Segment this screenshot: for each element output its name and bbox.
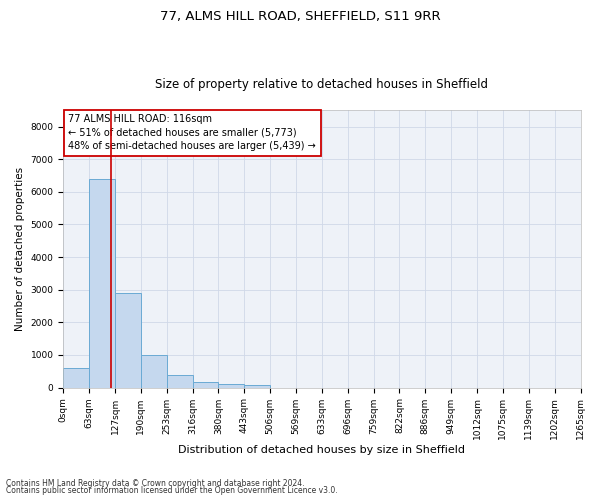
Text: Contains HM Land Registry data © Crown copyright and database right 2024.: Contains HM Land Registry data © Crown c… <box>6 478 305 488</box>
Bar <box>244 385 270 388</box>
Bar <box>167 375 193 388</box>
Bar <box>89 179 115 388</box>
Bar <box>141 355 167 388</box>
Text: Contains public sector information licensed under the Open Government Licence v3: Contains public sector information licen… <box>6 486 338 495</box>
Y-axis label: Number of detached properties: Number of detached properties <box>15 167 25 331</box>
X-axis label: Distribution of detached houses by size in Sheffield: Distribution of detached houses by size … <box>178 445 466 455</box>
Bar <box>218 384 244 388</box>
Bar <box>115 293 141 388</box>
Bar <box>193 382 218 388</box>
Text: 77, ALMS HILL ROAD, SHEFFIELD, S11 9RR: 77, ALMS HILL ROAD, SHEFFIELD, S11 9RR <box>160 10 440 23</box>
Text: 77 ALMS HILL ROAD: 116sqm
← 51% of detached houses are smaller (5,773)
48% of se: 77 ALMS HILL ROAD: 116sqm ← 51% of detac… <box>68 114 316 151</box>
Title: Size of property relative to detached houses in Sheffield: Size of property relative to detached ho… <box>155 78 488 91</box>
Bar <box>63 368 89 388</box>
